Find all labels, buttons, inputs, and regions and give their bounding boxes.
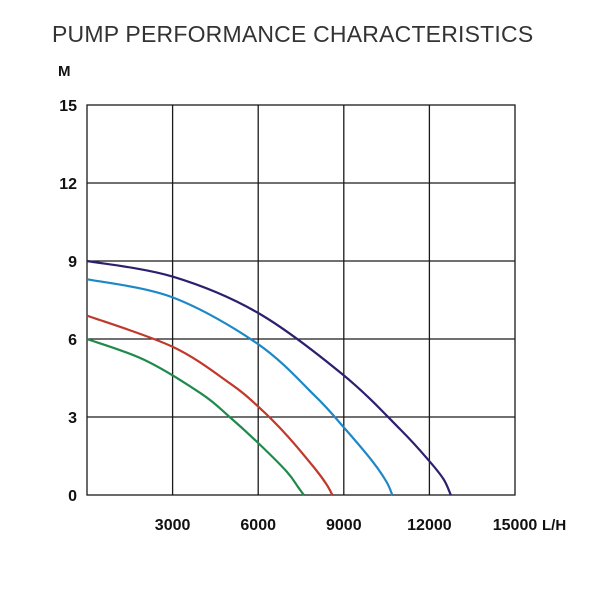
y-axis-ticks: 0 3 6 9 12 15 xyxy=(59,98,77,505)
y-tick-label: 15 xyxy=(59,98,77,115)
y-tick-label: 6 xyxy=(68,332,77,349)
x-tick-label: 9000 xyxy=(326,517,362,534)
x-axis-label: L/H xyxy=(542,517,566,534)
series-line-4 xyxy=(86,337,305,496)
y-tick-label: 0 xyxy=(68,488,77,505)
x-tick-label: 15000 xyxy=(493,517,538,534)
y-tick-label: 12 xyxy=(59,176,77,193)
y-tick-label: 3 xyxy=(68,410,77,427)
x-axis-ticks: 3000 6000 9000 12000 15000 xyxy=(155,517,538,534)
chart-title: PUMP PERFORMANCE CHARACTERISTICS xyxy=(52,21,533,47)
series-line-1 xyxy=(86,259,452,496)
grid xyxy=(86,104,516,496)
series-line-3 xyxy=(86,314,334,496)
y-axis-label: M xyxy=(58,63,71,80)
series-line-2 xyxy=(86,278,394,496)
x-tick-label: 12000 xyxy=(407,517,452,534)
series-lines xyxy=(86,259,452,496)
plot-border xyxy=(86,104,516,496)
x-tick-label: 6000 xyxy=(240,517,276,534)
x-tick-label: 3000 xyxy=(155,517,191,534)
y-tick-label: 9 xyxy=(68,254,77,271)
